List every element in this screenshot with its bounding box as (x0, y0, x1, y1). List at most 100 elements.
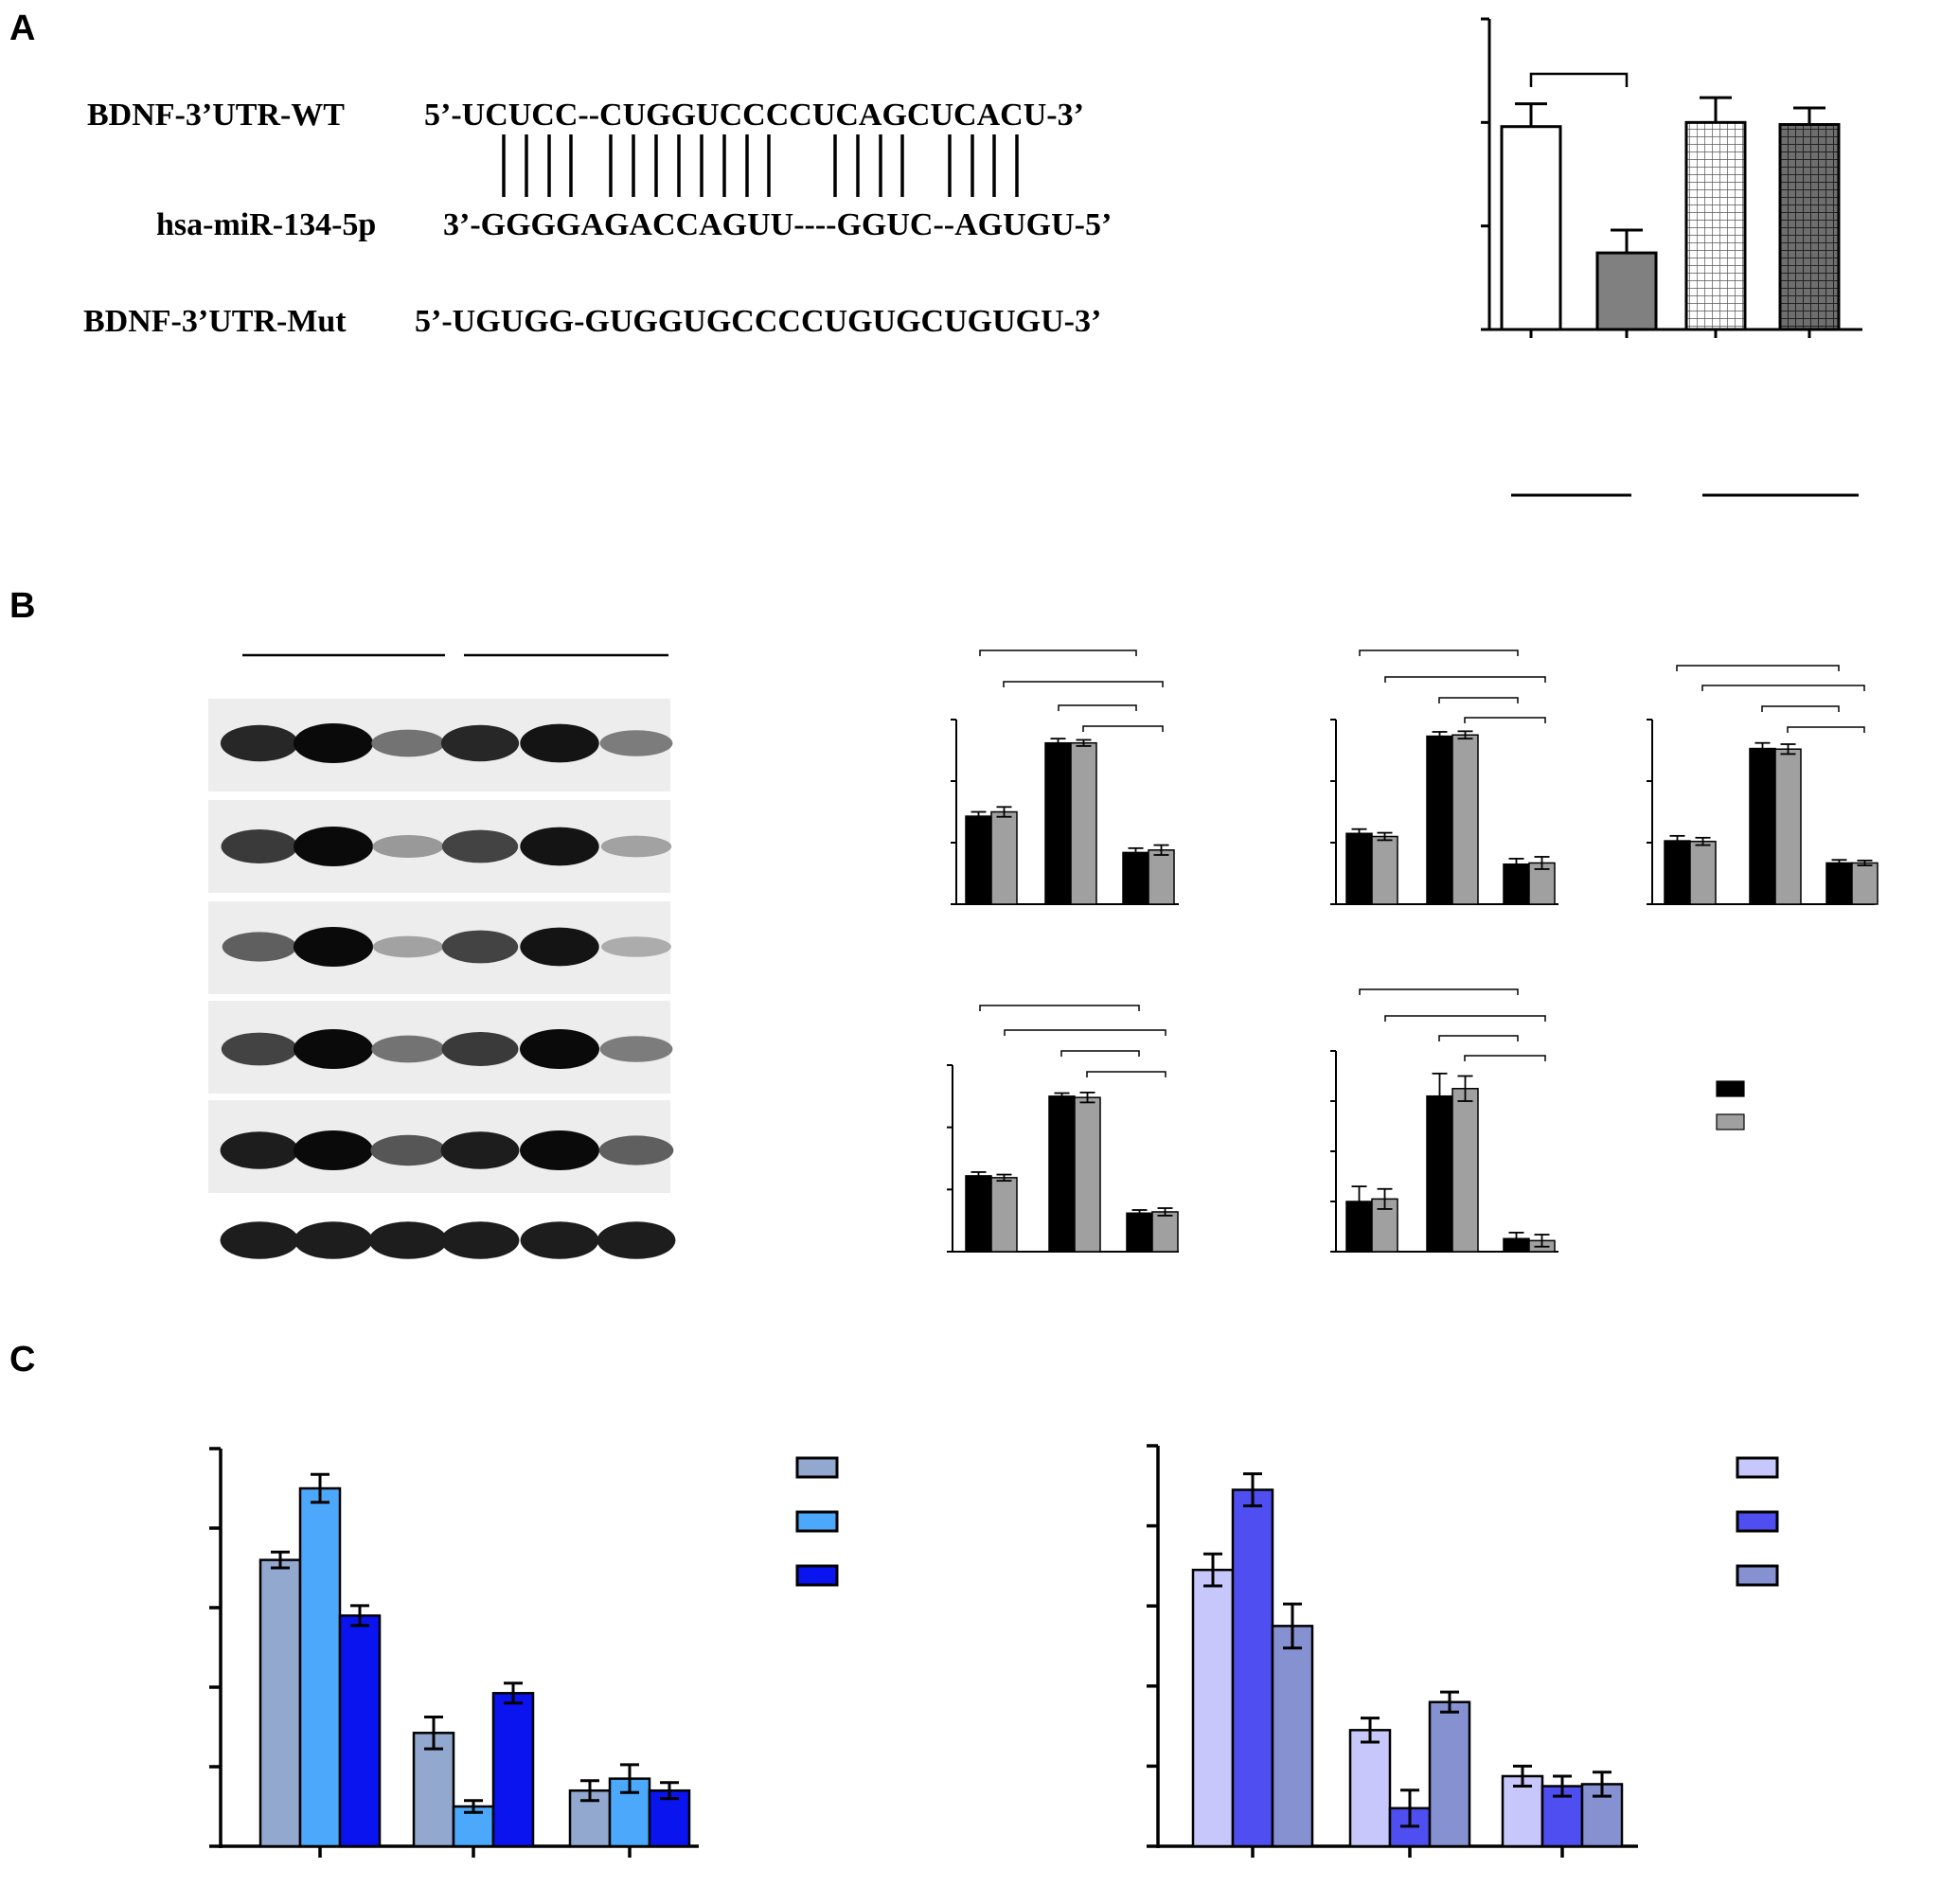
significance-bracket (1464, 717, 1546, 723)
significance-bracket (1761, 705, 1840, 712)
blot-band (599, 730, 673, 756)
blot-band (440, 724, 520, 762)
significance-bracket (979, 649, 1137, 656)
u251-cell-cycle-chart (209, 1447, 839, 1858)
significance-bracket (1058, 704, 1137, 711)
luciferase-bar (1500, 125, 1562, 331)
significance-bracket (1438, 697, 1519, 703)
luciferase-bar (1778, 123, 1841, 331)
blot-band (371, 1035, 445, 1063)
legend-swatch-mimic (1736, 1564, 1779, 1587)
bar-u87 (1451, 734, 1479, 905)
legend-swatch-inhibitor (1736, 1510, 1779, 1533)
significance-bracket (979, 1005, 1140, 1011)
blot-band (520, 723, 599, 763)
wt-label: BDNF-3’UTR-WT (87, 98, 345, 133)
blot-band (371, 729, 445, 757)
bar-nc (1191, 1568, 1235, 1848)
western-blot (208, 653, 676, 1280)
significance-bracket (1787, 726, 1865, 733)
bar-u251 (1664, 840, 1691, 905)
wt-sequence: 5’-UCUCC--CUGGUCCCCUCAGCUCACU-3’ (424, 98, 1084, 133)
blot-band (368, 1221, 448, 1259)
cyclind1-chart (951, 649, 1179, 905)
legend-swatch-mimic (795, 1564, 839, 1587)
significance-bracket (1529, 72, 1629, 87)
significance-bracket (1359, 988, 1519, 995)
bar-u87 (1074, 1096, 1101, 1253)
blot-band (520, 1029, 599, 1069)
blot-band (440, 1221, 520, 1259)
bar-u251 (1749, 747, 1776, 905)
significance-bracket (1003, 681, 1164, 687)
bar-mimic (1428, 1700, 1471, 1848)
bar-u87 (1371, 835, 1398, 905)
protein-legend (1716, 1080, 1745, 1130)
bar-u251 (1503, 863, 1530, 905)
bar-u87 (1689, 840, 1717, 905)
blot-band (294, 827, 373, 866)
bar-u251 (965, 815, 992, 905)
significance-bracket (1464, 1055, 1546, 1061)
panel-letter-c: C (9, 1340, 35, 1379)
bar-u87 (990, 1177, 1018, 1253)
bar-nc (412, 1732, 455, 1848)
significance-bracket (1082, 725, 1164, 732)
bar-u251 (1126, 1212, 1153, 1253)
blot-band (441, 1032, 519, 1066)
blot-band (221, 1032, 298, 1066)
significance-bracket (1676, 665, 1840, 671)
bar-u87 (1148, 849, 1175, 905)
blot-band (294, 927, 373, 967)
legend-swatch-nc (1736, 1456, 1779, 1479)
bar-u251 (1345, 832, 1373, 905)
blot-band (222, 932, 297, 962)
legend-swatch-inhibitor (795, 1510, 839, 1533)
blot-band (520, 1130, 599, 1170)
bar-u87 (990, 810, 1018, 905)
blot-band (598, 1135, 674, 1166)
bar-mimic (491, 1692, 535, 1848)
mir-sequence: 3’-GGGGAGACCAGUU----GGUC--AGUGU-5’ (443, 207, 1112, 242)
blot-band (372, 835, 444, 858)
bar-nc (1348, 1729, 1392, 1848)
mut-sequence: 5’-UGUGG-GUGGUGCCCCUGUGCUGUGU-3’ (415, 304, 1101, 339)
panel-letter-a: A (9, 9, 35, 48)
cyclina-chart (1330, 649, 1558, 905)
blot-band (597, 1221, 676, 1259)
sequence-alignment: BDNF-3’UTR-WT 5’-UCUCC--CUGGUCCCCUCAGCUC… (83, 98, 1112, 339)
legend-swatch-u251 (1716, 1080, 1745, 1097)
legend-swatch-u87 (1716, 1113, 1745, 1130)
blot-band (520, 827, 599, 866)
bar-u251 (965, 1175, 992, 1253)
bar-u251 (1426, 735, 1453, 905)
mmp9-chart (947, 1005, 1179, 1253)
significance-bracket (1701, 685, 1865, 691)
luciferase-chart (1481, 17, 1862, 497)
bar-u87 (1151, 1211, 1179, 1253)
significance-bracket (1438, 1035, 1519, 1041)
bar-mimic (1271, 1625, 1314, 1848)
u87-cell-cycle-chart (1147, 1444, 1779, 1858)
blot-band (221, 829, 298, 863)
blot-band (520, 927, 599, 967)
blot-band (441, 829, 519, 863)
mir-label: hsa-miR-134-5p (156, 207, 376, 242)
blot-band (220, 1131, 299, 1169)
bar-inhibitor (298, 1486, 342, 1848)
bar-mimic (338, 1614, 382, 1848)
blot-band (440, 1131, 520, 1169)
blot-band (600, 835, 672, 858)
bar-u251 (1048, 1095, 1076, 1253)
bar-nc (258, 1558, 302, 1848)
significance-bracket (1384, 1015, 1546, 1022)
bar-u251 (1044, 741, 1072, 905)
bar-u87 (1451, 1088, 1479, 1253)
blot-band (294, 1130, 373, 1170)
blot-band (294, 1029, 373, 1069)
bar-u87 (1070, 741, 1097, 905)
mmp2-chart (1647, 665, 1879, 905)
bar-u251 (1825, 862, 1853, 905)
blot-band (441, 930, 519, 964)
